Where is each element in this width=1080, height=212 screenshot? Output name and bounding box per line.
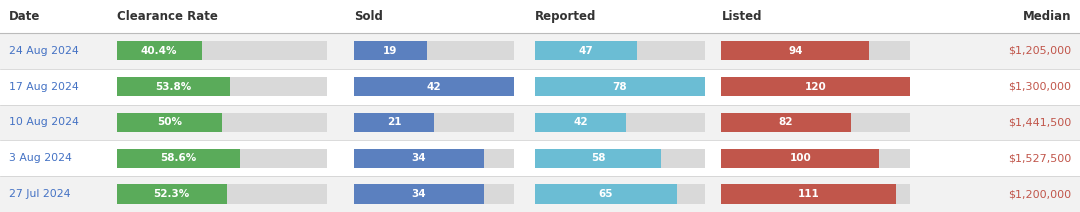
FancyBboxPatch shape [535, 149, 661, 168]
FancyBboxPatch shape [354, 113, 514, 132]
FancyBboxPatch shape [354, 77, 514, 96]
FancyBboxPatch shape [354, 184, 484, 204]
FancyBboxPatch shape [354, 184, 514, 204]
FancyBboxPatch shape [721, 77, 910, 96]
Text: 42: 42 [573, 117, 588, 127]
FancyBboxPatch shape [117, 149, 240, 168]
FancyBboxPatch shape [721, 149, 879, 168]
FancyBboxPatch shape [354, 149, 484, 168]
Text: $1,300,000: $1,300,000 [1009, 82, 1071, 92]
FancyBboxPatch shape [0, 105, 1080, 140]
FancyBboxPatch shape [721, 41, 910, 60]
Text: 53.8%: 53.8% [156, 82, 191, 92]
FancyBboxPatch shape [117, 113, 327, 132]
Text: Sold: Sold [354, 10, 383, 23]
Text: 58: 58 [591, 153, 605, 163]
FancyBboxPatch shape [354, 41, 514, 60]
FancyBboxPatch shape [535, 184, 677, 204]
Text: 34: 34 [411, 153, 427, 163]
FancyBboxPatch shape [117, 113, 222, 132]
FancyBboxPatch shape [535, 77, 705, 96]
FancyBboxPatch shape [354, 113, 434, 132]
Text: 82: 82 [779, 117, 794, 127]
Text: $1,205,000: $1,205,000 [1009, 46, 1071, 56]
Text: Clearance Rate: Clearance Rate [117, 10, 217, 23]
FancyBboxPatch shape [117, 77, 327, 96]
Text: Reported: Reported [535, 10, 596, 23]
Text: 111: 111 [798, 189, 820, 199]
FancyBboxPatch shape [117, 41, 327, 60]
Text: 52.3%: 52.3% [153, 189, 190, 199]
FancyBboxPatch shape [0, 33, 1080, 69]
FancyBboxPatch shape [0, 140, 1080, 176]
FancyBboxPatch shape [721, 149, 910, 168]
Text: 3 Aug 2024: 3 Aug 2024 [9, 153, 71, 163]
Text: $1,441,500: $1,441,500 [1008, 117, 1071, 127]
FancyBboxPatch shape [535, 113, 626, 132]
FancyBboxPatch shape [535, 77, 705, 96]
Text: Median: Median [1023, 10, 1071, 23]
FancyBboxPatch shape [0, 69, 1080, 105]
FancyBboxPatch shape [0, 176, 1080, 212]
Text: 21: 21 [387, 117, 402, 127]
Text: Date: Date [9, 10, 40, 23]
FancyBboxPatch shape [117, 149, 327, 168]
Text: 19: 19 [383, 46, 397, 56]
FancyBboxPatch shape [721, 113, 851, 132]
Text: 17 Aug 2024: 17 Aug 2024 [9, 82, 79, 92]
Text: 24 Aug 2024: 24 Aug 2024 [9, 46, 79, 56]
Text: 10 Aug 2024: 10 Aug 2024 [9, 117, 79, 127]
FancyBboxPatch shape [535, 41, 637, 60]
FancyBboxPatch shape [535, 113, 705, 132]
Text: 34: 34 [411, 189, 427, 199]
FancyBboxPatch shape [721, 77, 910, 96]
Text: Listed: Listed [721, 10, 762, 23]
FancyBboxPatch shape [354, 41, 427, 60]
FancyBboxPatch shape [117, 77, 230, 96]
Text: 47: 47 [579, 46, 593, 56]
FancyBboxPatch shape [721, 113, 910, 132]
FancyBboxPatch shape [117, 184, 227, 204]
Text: 78: 78 [612, 82, 627, 92]
Text: 94: 94 [788, 46, 802, 56]
Text: 65: 65 [598, 189, 613, 199]
FancyBboxPatch shape [535, 184, 705, 204]
Text: 42: 42 [427, 82, 442, 92]
Text: 50%: 50% [157, 117, 181, 127]
Text: $1,200,000: $1,200,000 [1009, 189, 1071, 199]
FancyBboxPatch shape [721, 41, 869, 60]
Text: 27 Jul 2024: 27 Jul 2024 [9, 189, 70, 199]
Text: 100: 100 [789, 153, 811, 163]
FancyBboxPatch shape [354, 77, 514, 96]
Text: 40.4%: 40.4% [140, 46, 177, 56]
FancyBboxPatch shape [535, 41, 705, 60]
FancyBboxPatch shape [354, 149, 514, 168]
FancyBboxPatch shape [535, 149, 705, 168]
Text: $1,527,500: $1,527,500 [1008, 153, 1071, 163]
FancyBboxPatch shape [117, 41, 202, 60]
FancyBboxPatch shape [721, 184, 910, 204]
FancyBboxPatch shape [721, 184, 896, 204]
FancyBboxPatch shape [117, 184, 327, 204]
Text: 58.6%: 58.6% [160, 153, 197, 163]
Text: 120: 120 [805, 82, 827, 92]
